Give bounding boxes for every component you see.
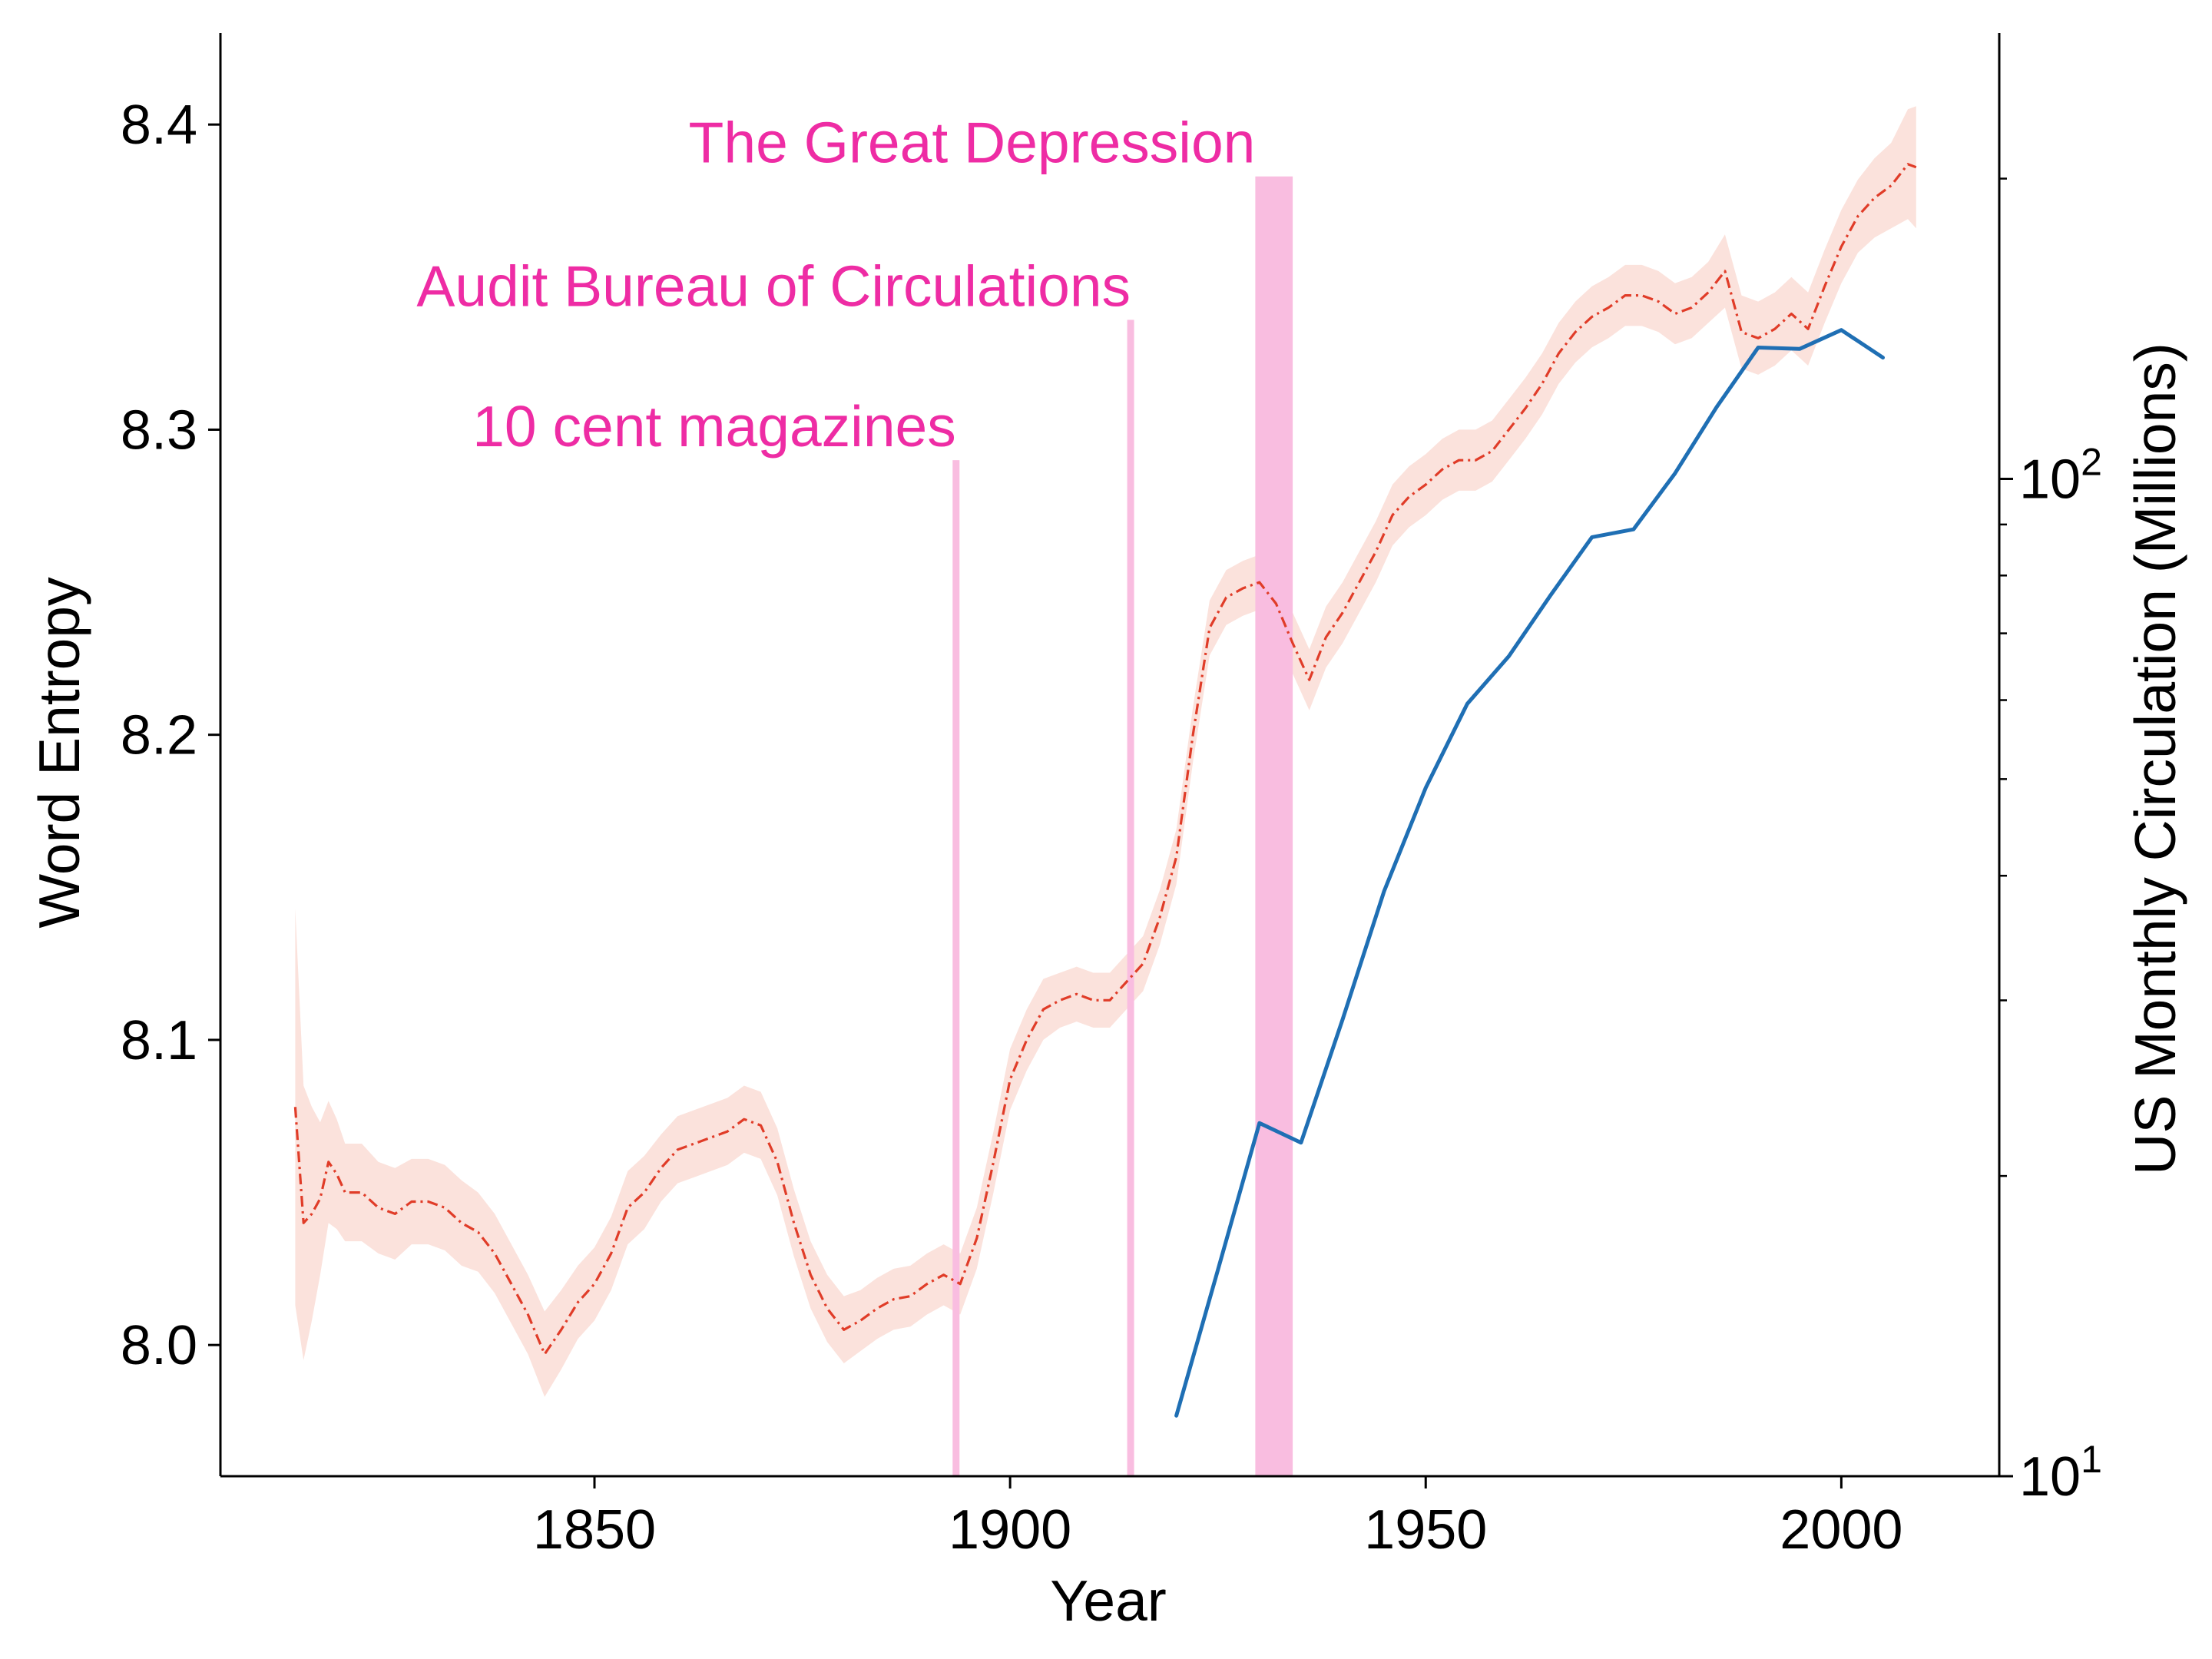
left-y-tick-label-8.2: 8.2 [121,705,197,767]
word-entropy-line [293,163,1917,1356]
x-tick-label-1950: 1950 [1364,1499,1487,1561]
left-y-tick-label-8.3: 8.3 [121,399,197,461]
x-tick-label-1850: 1850 [533,1499,656,1561]
left-y-tick-label-8.1: 8.1 [121,1010,197,1071]
right-y-tick-label-100: 102 [2019,440,2102,510]
left-y-tick-label-8.0: 8.0 [121,1315,197,1376]
annotation-line-2 [1127,320,1134,1476]
right-y-axis-title: US Monthly Circulation (Millions) [2123,343,2187,1175]
x-tick-label-1900: 1900 [949,1499,1071,1561]
annotation-line-1 [952,460,960,1476]
annotation-label-2: Audit Bureau of Circulations [416,253,1131,318]
text-layer: Year Word Entropy US Monthly Circulation… [27,343,2187,1633]
axes-layer: 1850 1900 1950 2000 8.0 8.1 8.2 8.3 8.4 101 102 [121,33,2102,1561]
annotation-span-great-depression [1255,176,1293,1476]
x-axis-title: Year [1050,1568,1167,1633]
series-layer [293,163,1917,1418]
annotation-label-3: The Great Depression [689,111,1256,175]
x-tick-label-2000: 2000 [1780,1499,1902,1561]
right-y-tick-label-10: 101 [2019,1438,2102,1508]
left-y-tick-label-8.4: 8.4 [121,94,197,156]
annotation-layer: 10 cent magazines Audit Bureau of Circula… [416,111,1293,1476]
us-circulation-line [1174,328,1885,1418]
annotation-label-1: 10 cent magazines [472,394,956,459]
left-y-axis-title: Word Entropy [27,577,91,929]
